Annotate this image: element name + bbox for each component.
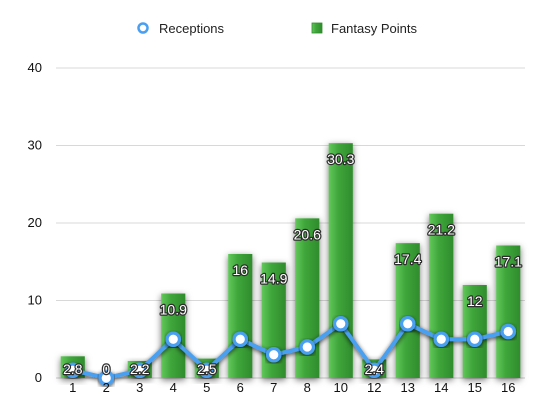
x-tick-label-10: 10 — [334, 380, 348, 395]
bar-value-label-6: 16 — [232, 262, 248, 278]
bar-value-labels: 2.8 0 2.2 10.9 2.5 16 14.9 20.6 30.3 2.4 17.4 21.2 1… — [62, 150, 523, 378]
bar-value-label-5: 2.5 — [197, 361, 217, 377]
point-receptions-7 — [265, 346, 282, 363]
x-tick-label-15: 15 — [468, 380, 482, 395]
y-tick-label-20: 20 — [28, 215, 42, 230]
y-tick-label-0: 0 — [35, 370, 42, 385]
legend-item-receptions: Receptions — [137, 21, 225, 36]
legend-item-fantasy-points: Fantasy Points — [311, 21, 417, 36]
y-tick-label-30: 30 — [28, 138, 42, 153]
x-tick-label-7: 7 — [270, 380, 277, 395]
point-receptions-13 — [399, 315, 416, 332]
bar-series — [60, 143, 521, 378]
bar-14 — [429, 213, 454, 378]
x-tick-label-3: 3 — [136, 380, 143, 395]
point-receptions-4 — [165, 331, 182, 348]
x-tick-label-8: 8 — [304, 380, 311, 395]
x-tick-label-6: 6 — [237, 380, 244, 395]
point-receptions-6 — [232, 331, 249, 348]
bar-value-label-16: 17.1 — [495, 253, 522, 269]
legend-label-fantasy-points: Fantasy Points — [331, 21, 417, 36]
y-axis: 0 10 20 30 40 — [28, 60, 42, 385]
point-receptions-12 — [366, 362, 383, 379]
x-tick-label-16: 16 — [501, 380, 515, 395]
point-receptions-2 — [98, 370, 115, 386]
bar-value-label-14: 21.2 — [428, 222, 455, 238]
point-receptions-3 — [131, 362, 148, 379]
bar-value-label-12: 2.4 — [365, 361, 385, 377]
legend-label-receptions: Receptions — [159, 21, 225, 36]
x-tick-label-1: 1 — [69, 380, 76, 395]
x-tick-label-5: 5 — [203, 380, 210, 395]
bar-13 — [395, 243, 420, 378]
legend: Receptions Fantasy Points — [137, 21, 417, 36]
point-receptions-10 — [332, 315, 349, 332]
bar-value-label-2: 0 — [102, 361, 110, 377]
bar-value-label-15: 12 — [467, 293, 483, 309]
bar-value-label-1: 2.8 — [63, 361, 83, 377]
point-receptions-8 — [299, 339, 316, 355]
y-tick-label-40: 40 — [28, 60, 42, 75]
x-tick-label-2: 2 — [103, 380, 110, 395]
bar-value-label-3: 2.2 — [130, 361, 150, 377]
point-receptions-1 — [64, 362, 81, 379]
bar-value-label-13: 17.4 — [394, 251, 421, 267]
point-receptions-16 — [500, 323, 517, 340]
point-receptions-14 — [433, 331, 450, 348]
bar-value-label-7: 14.9 — [260, 271, 287, 287]
x-tick-label-13: 13 — [401, 380, 415, 395]
x-axis: 1 2 3 4 5 6 7 8 10 12 13 14 15 16 — [69, 380, 515, 395]
bar-16 — [496, 245, 521, 378]
x-tick-label-4: 4 — [170, 380, 177, 395]
bar-6 — [228, 254, 253, 378]
bar-value-label-8: 20.6 — [294, 226, 321, 242]
line-series — [64, 315, 517, 386]
bar-value-label-4: 10.9 — [160, 302, 187, 318]
point-receptions-15 — [466, 331, 483, 348]
y-tick-label-10: 10 — [28, 293, 42, 308]
x-tick-label-14: 14 — [434, 380, 448, 395]
bar-value-label-10: 30.3 — [327, 151, 354, 167]
legend-marker-receptions — [137, 22, 149, 34]
legend-marker-fantasy-points — [311, 22, 323, 34]
point-receptions-5 — [198, 362, 215, 379]
bar-10 — [328, 143, 353, 378]
x-tick-label-12: 12 — [367, 380, 381, 395]
